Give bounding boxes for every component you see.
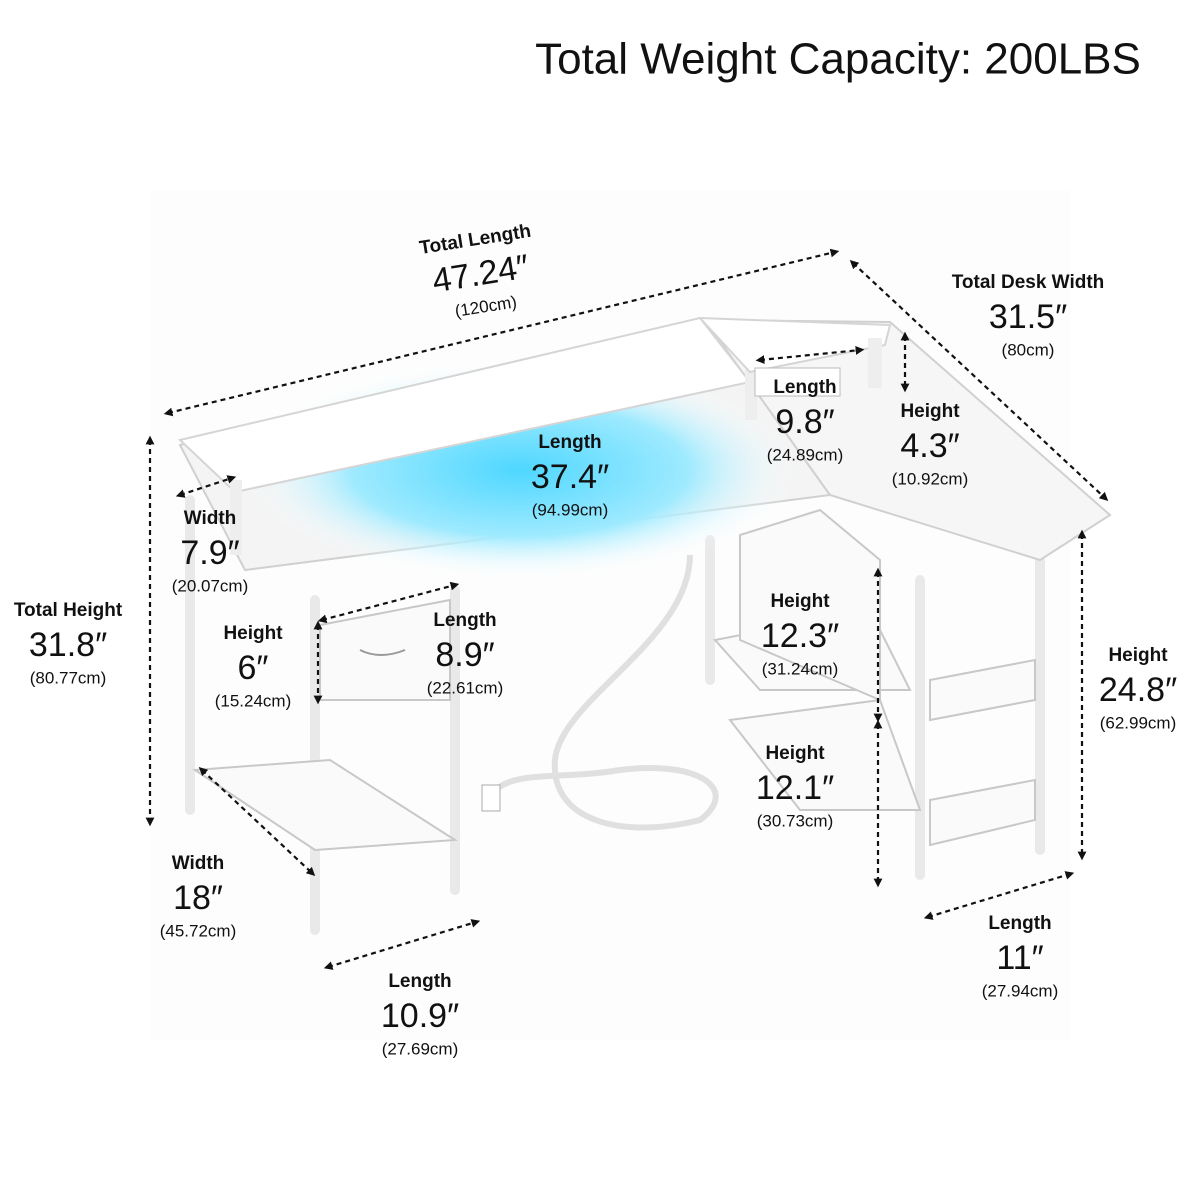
dimension-metric: (24.89cm) [767, 445, 844, 464]
dimension-label: Length [773, 377, 836, 398]
dimension: Total Height 31.8″ (80.77cm) [14, 600, 123, 687]
dimension: Height 6″ (15.24cm) [215, 623, 292, 710]
dimension-label: Length [433, 610, 496, 631]
dimension: Height 24.8″ (62.99cm) [1099, 645, 1177, 732]
dimension-metric: (45.72cm) [160, 921, 237, 940]
dimension-label: Length [988, 913, 1051, 934]
dimension-metric: (80.77cm) [30, 668, 107, 687]
dimension-value: 7.9″ [180, 534, 239, 572]
dimension: Width 18″ (45.72cm) [160, 853, 237, 940]
dimension-metric: (27.94cm) [982, 981, 1059, 1000]
dimension-metric: (22.61cm) [427, 678, 504, 697]
dimension-label: Height [770, 591, 830, 612]
dimension-value: 37.4″ [531, 458, 609, 496]
dimension-label: Total Height [14, 600, 123, 621]
dimension-metric: (15.24cm) [215, 691, 292, 710]
dimension: Length 37.4″ (94.99cm) [531, 432, 609, 519]
dimension-metric: (62.99cm) [1100, 713, 1177, 732]
backdrop [150, 190, 1070, 1040]
dimension-metric: (31.24cm) [762, 659, 839, 678]
dimension-label: Height [1108, 645, 1168, 666]
dimension-value: 12.1″ [756, 769, 834, 807]
dimension-metric: (30.73cm) [757, 811, 834, 830]
dimension-label: Width [172, 853, 225, 874]
dimension-metric: (10.92cm) [892, 469, 969, 488]
dimension: Height 12.3″ (31.24cm) [761, 591, 839, 678]
dimension-metric: (80cm) [1002, 340, 1055, 359]
dimension-label: Length [538, 432, 601, 453]
dimension-value: 8.9″ [435, 636, 494, 674]
dimension-value: 10.9″ [381, 997, 459, 1035]
dimension-value: 9.8″ [775, 403, 834, 441]
dimension: Length 9.8″ (24.89cm) [767, 377, 844, 464]
dimension-metric: (20.07cm) [172, 576, 249, 595]
dimension-value: 4.3″ [900, 427, 959, 465]
dimension: Width 7.9″ (20.07cm) [172, 508, 249, 595]
dimension-label: Total Desk Width [952, 272, 1105, 293]
dimension-value: 6″ [238, 649, 269, 687]
dimension-value: 18″ [173, 879, 223, 917]
dimension-label: Length [388, 971, 451, 992]
dimension-metric: (94.99cm) [532, 500, 609, 519]
dimension-value: 31.5″ [989, 298, 1067, 336]
dimension-metric: (27.69cm) [382, 1039, 459, 1058]
dimension-label: Height [223, 623, 283, 644]
dimension-label: Height [765, 743, 825, 764]
dimension: Total Desk Width 31.5″ (80cm) [952, 272, 1105, 359]
dimension-value: 11″ [996, 939, 1043, 977]
dimension-value: 24.8″ [1099, 671, 1177, 709]
dimension-value: 31.8″ [29, 626, 107, 664]
dimension: Length 11″ (27.94cm) [982, 913, 1059, 1000]
dimension-label: Height [900, 401, 960, 422]
dimension-value: 12.3″ [761, 617, 839, 655]
dimension: Height 12.1″ (30.73cm) [756, 743, 834, 830]
dimension: Length 10.9″ (27.69cm) [381, 971, 459, 1058]
title: Total Weight Capacity: 200LBS [535, 35, 1141, 84]
dimension-label: Width [184, 508, 237, 529]
dimension-lines [145, 248, 1109, 970]
dimension: Height 4.3″ (10.92cm) [892, 401, 969, 488]
dimension: Length 8.9″ (22.61cm) [427, 610, 504, 697]
